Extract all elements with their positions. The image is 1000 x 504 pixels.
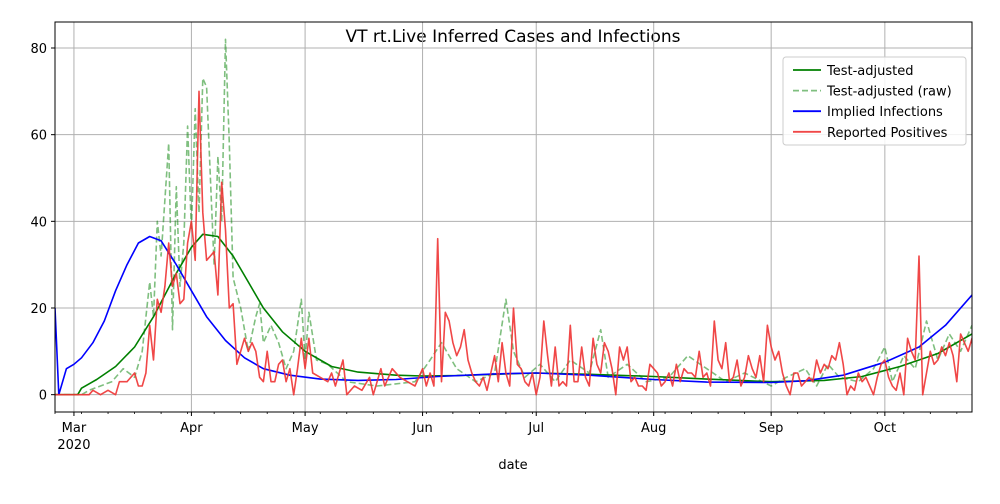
- plot-series: [55, 38, 972, 396]
- series-line-implied-infections: [55, 235, 972, 396]
- legend-box: [782, 56, 967, 146]
- plot-frame: [54, 21, 973, 413]
- series-line-test-adjusted-raw: [55, 38, 972, 396]
- x-tick-label: Jun: [411, 421, 432, 436]
- y-tick-label: 80: [30, 42, 47, 57]
- y-tick-label: 20: [30, 302, 47, 317]
- legend-label: Implied Infections: [827, 105, 943, 120]
- legend-label: Test-adjusted (raw): [826, 85, 952, 100]
- x-tick-label: Oct: [874, 421, 896, 436]
- legend: Test-adjusted Test-adjusted (raw) Implied …: [782, 56, 967, 146]
- legend-label: Reported Positives: [827, 126, 948, 141]
- x-tick-label: Mar: [62, 421, 87, 436]
- series-line-reported-positives: [55, 90, 972, 396]
- y-tick-label: 40: [30, 215, 47, 230]
- legend-label: Test-adjusted: [826, 64, 913, 79]
- x-tick-sublabel: 2020: [57, 438, 90, 453]
- x-axis-label: date: [498, 458, 527, 473]
- x-tick-label: May: [292, 421, 319, 436]
- axis-ticks: 0 20 40 60 80 Mar 2020 Apr May Jun Jul Aug Sep Oct: [30, 42, 958, 453]
- x-tick-label: Jul: [527, 421, 544, 436]
- x-tick-label: Aug: [641, 421, 666, 436]
- x-tick-label: Sep: [759, 421, 784, 436]
- y-tick-label: 0: [39, 389, 47, 404]
- x-tick-label: Apr: [180, 421, 203, 436]
- series-line-test-adjusted: [55, 233, 972, 396]
- y-tick-label: 60: [30, 129, 47, 144]
- chart-title: VT rt.Live Inferred Cases and Infections: [345, 27, 680, 47]
